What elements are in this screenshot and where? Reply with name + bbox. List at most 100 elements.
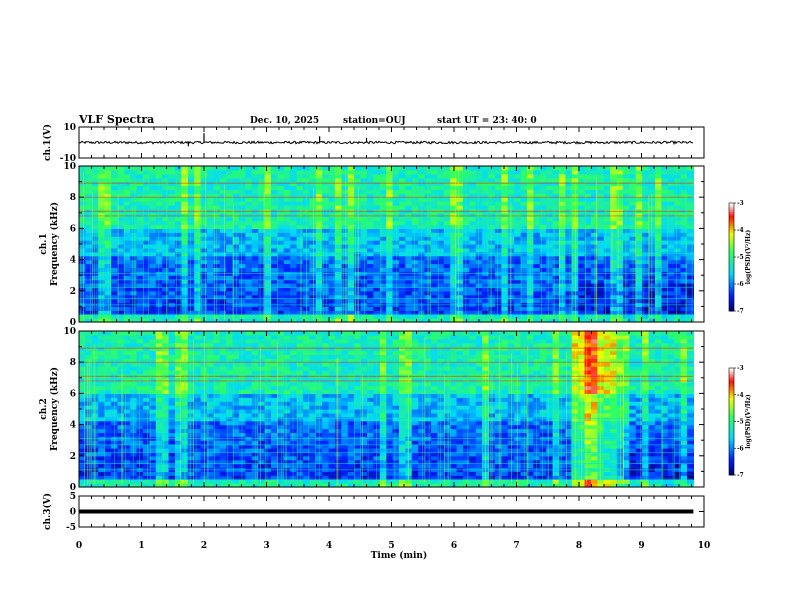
- spectrogram-cell: [405, 294, 413, 300]
- spectrogram-cell: [181, 228, 189, 233]
- spectrogram-cell: [437, 275, 445, 280]
- spectrogram-cell: [117, 306, 125, 311]
- spectrogram-cell: [405, 310, 413, 315]
- spectrogram-cell: [181, 247, 189, 253]
- spectrogram-cell: [443, 228, 451, 233]
- spectrogram-cell: [91, 338, 99, 344]
- spectrogram-cell: [405, 259, 413, 265]
- spectrogram-cell: [200, 244, 208, 249]
- spectrogram-cell: [405, 275, 413, 280]
- spectrogram-cell: [552, 212, 560, 218]
- spectrogram-cell: [98, 463, 106, 469]
- spectrogram-cell: [674, 290, 682, 296]
- spectrogram-cell: [526, 185, 534, 190]
- spectrogram-cell: [136, 377, 144, 383]
- spectrogram-cell: [251, 306, 259, 311]
- spectrogram-cell: [661, 275, 669, 280]
- spectrogram-cell: [290, 173, 298, 179]
- spectrogram-cell: [85, 173, 93, 179]
- spectrogram-cell: [104, 377, 112, 383]
- spectrogram-cell: [482, 212, 490, 218]
- spectrogram-cell: [392, 228, 400, 233]
- spectrogram-cell: [526, 205, 534, 210]
- spectrogram-cell: [155, 444, 163, 449]
- spectrogram-cell: [514, 189, 522, 194]
- spectrogram-cell: [654, 177, 662, 183]
- spectrogram-cell: [270, 240, 278, 245]
- spectrogram-cell: [155, 362, 163, 367]
- spectrogram-cell: [539, 247, 547, 253]
- spectrogram-cell: [386, 228, 394, 233]
- spectrogram-cell: [610, 283, 618, 288]
- spectrogram-cell: [123, 393, 131, 398]
- spectrogram-cell: [482, 236, 490, 241]
- spectrogram-cell: [85, 283, 93, 288]
- spectrogram-cell: [430, 279, 438, 284]
- spectrogram-cell: [219, 201, 227, 206]
- spectrogram-cell: [341, 205, 349, 210]
- spectrogram-cell: [520, 310, 528, 315]
- spectrogram-cell: [392, 166, 400, 171]
- spectrogram-cell: [79, 377, 86, 383]
- spectrogram-cell: [162, 455, 170, 461]
- spectrogram-cell: [143, 331, 150, 336]
- spectrogram-cell: [328, 263, 336, 268]
- spectrogram-cell: [366, 185, 374, 190]
- spectrogram-cell: [462, 169, 470, 175]
- spectrogram-cell: [674, 255, 682, 261]
- spectrogram-cell: [379, 189, 387, 194]
- spectrogram-cell: [347, 216, 355, 222]
- spectrogram-cell: [475, 236, 483, 241]
- spectrogram-cell: [219, 247, 227, 253]
- spectrogram-cell: [437, 166, 445, 171]
- spectrogram-cell: [578, 279, 586, 284]
- spectrogram-cell: [533, 247, 541, 253]
- spectrogram-cell: [565, 279, 573, 284]
- spectrogram-cell: [622, 205, 630, 210]
- spectrogram-cell: [392, 197, 400, 202]
- spectrogram-cell: [501, 236, 509, 241]
- spectrogram-cell: [584, 185, 592, 190]
- spectrogram-cell: [136, 228, 144, 233]
- spectrogram-cell: [482, 255, 490, 261]
- spectrogram-cell: [552, 240, 560, 245]
- spectrogram-cell: [219, 314, 227, 319]
- spectrogram-cell: [162, 440, 170, 445]
- spectrogram-cell: [379, 286, 387, 292]
- spectrogram-cell: [232, 286, 240, 292]
- spectrogram-cell: [123, 475, 131, 480]
- spectrogram-cell: [398, 212, 406, 218]
- spectrogram-cell: [494, 197, 502, 202]
- spectrogram-cell: [162, 338, 170, 344]
- spectrogram-cell: [469, 318, 477, 323]
- spectrogram-cell: [686, 173, 694, 179]
- spectrogram-cell: [322, 306, 330, 311]
- spectrogram-cell: [341, 294, 349, 300]
- spectrogram-cell: [360, 181, 368, 187]
- spectrogram-cell: [654, 286, 662, 292]
- spectrogram-cell: [270, 290, 278, 296]
- spectrogram-cell: [616, 314, 624, 319]
- spectrogram-cell: [270, 286, 278, 292]
- y-tick-label: 10: [63, 162, 76, 172]
- spectrogram-cell: [187, 397, 195, 402]
- spectrogram-cell: [175, 244, 182, 249]
- spectrogram-cell: [98, 251, 106, 257]
- spectrogram-cell: [597, 193, 605, 198]
- spectrogram-cell: [123, 224, 131, 229]
- spectrogram-cell: [328, 244, 336, 249]
- spectrogram-cell: [341, 173, 349, 179]
- spectrogram-cell: [226, 181, 234, 187]
- spectrogram-cell: [462, 189, 470, 194]
- spectrogram-cell: [450, 193, 458, 198]
- spectrogram-cell: [686, 259, 694, 265]
- spectrogram-cell: [450, 220, 458, 226]
- spectrogram-cell: [251, 290, 259, 296]
- spectrogram-cell: [533, 212, 541, 218]
- spectrogram-cell: [251, 205, 259, 210]
- spectrogram-cell: [79, 479, 86, 484]
- spectrogram-cell: [238, 189, 246, 194]
- spectrogram-cell: [315, 318, 323, 323]
- spectrogram-cell: [162, 232, 170, 237]
- spectrogram-cell: [98, 362, 106, 367]
